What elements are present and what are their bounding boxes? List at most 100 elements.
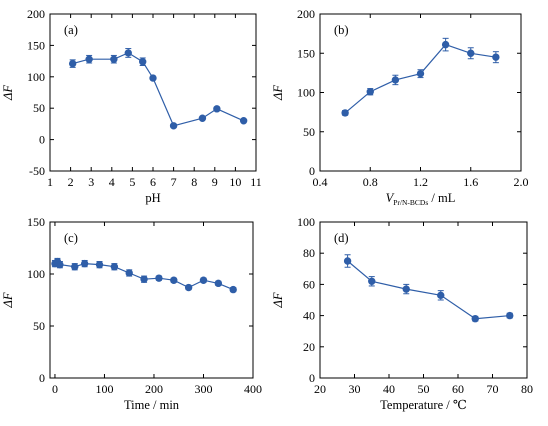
x-axis-label: pH: [145, 191, 160, 205]
y-tick-label: 50: [33, 319, 45, 333]
y-tick-label: 80: [303, 246, 315, 260]
data-point: [437, 291, 445, 300]
data-point: [214, 279, 223, 288]
plot-frame: [49, 221, 254, 379]
x-tick-label: 2.0: [514, 175, 529, 189]
data-point: [68, 59, 77, 68]
x-tick-label: 1: [47, 175, 53, 189]
data-point: [71, 263, 79, 271]
y-tick-label: 0: [309, 164, 315, 178]
data-point: [139, 58, 147, 66]
series-line: [347, 260, 510, 320]
chart-panel-3: 20 30 40 50 60 70 80020406080100(d)ΔFTemperatu…: [271, 215, 533, 412]
y-tick-label: 150: [27, 215, 45, 229]
data-point: [125, 269, 133, 277]
y-axis-label: ΔF: [1, 292, 15, 308]
data-point: [366, 88, 374, 96]
data-point: [416, 69, 425, 78]
data-point: [506, 311, 514, 320]
y-axis-label: ΔF: [271, 292, 285, 308]
y-tick-label: 0: [309, 371, 315, 385]
y-tick-label: 60: [303, 277, 315, 291]
y-axis-label: ΔF: [1, 85, 15, 101]
panel-label: (d): [334, 231, 349, 245]
x-tick-label: 0.4: [313, 175, 328, 189]
data-point: [229, 285, 237, 294]
data-point: [110, 263, 119, 271]
y-tick-label: 20: [303, 340, 315, 354]
x-tick-label: 400: [244, 382, 262, 396]
chart-panel-1: 0.4 0.8 1.2 1.6 2.0 0 50 100 150 200 (b) ΔF VPr/N-BC…: [271, 7, 529, 207]
x-tick-label: 80: [521, 382, 533, 396]
y-tick-label: -50: [29, 164, 45, 178]
x-axis-label: Time / min: [124, 398, 180, 412]
data-point: [95, 260, 104, 269]
x-tick-label: 40: [383, 382, 395, 396]
x-tick-label: 11: [250, 175, 262, 189]
data-point: [471, 315, 479, 323]
data-point: [169, 122, 178, 130]
data-point: [56, 260, 64, 269]
x-tick-label: 70: [487, 382, 499, 396]
x-tick-label: 7: [171, 175, 177, 189]
data-point: [170, 276, 178, 284]
plot-frame: [319, 221, 528, 379]
x-tick-label: 4: [109, 175, 115, 189]
plot-frame: [319, 13, 522, 172]
x-tick-label: 100: [95, 382, 113, 396]
data-point: [492, 53, 500, 61]
x-tick-label: 300: [194, 382, 212, 396]
panel-label: (c): [64, 231, 78, 245]
data-point: [80, 259, 89, 268]
x-tick-label: 1.6: [463, 175, 478, 189]
chart-panel-2: 0 100 200 300 400 0 50 100 150 (c) ΔF Time / min: [1, 215, 262, 412]
data-point: [368, 277, 376, 285]
x-tick-label: 8: [191, 175, 197, 189]
x-axis-label: VPr/N-BCDs / mL: [386, 191, 456, 207]
data-point: [199, 276, 208, 284]
x-tick-label: 200: [145, 382, 163, 396]
data-point: [341, 109, 349, 117]
data-point: [149, 74, 157, 82]
data-point: [155, 274, 163, 282]
data-point: [467, 49, 475, 57]
x-tick-label: 1.2: [413, 175, 428, 189]
x-tick-label: 0.8: [363, 175, 378, 189]
data-point: [441, 40, 450, 49]
data-point: [85, 55, 93, 63]
data-point: [110, 55, 118, 63]
x-axis-label: Temperature / ℃: [380, 398, 467, 412]
panel-label: (a): [64, 23, 78, 37]
y-tick-label: 100: [27, 267, 45, 281]
plot-frame: [49, 13, 257, 172]
y-tick-label: 100: [27, 70, 45, 84]
x-axis-label-var: V: [386, 191, 395, 205]
series-line: [72, 52, 244, 127]
data-point: [239, 117, 248, 125]
x-tick-label: 6: [150, 175, 156, 189]
x-axis-label-subscript: Pr/N-BCDs: [393, 198, 428, 207]
y-tick-label: 100: [297, 215, 315, 229]
y-tick-label: 200: [297, 7, 315, 21]
y-tick-label: 50: [33, 101, 45, 115]
chart-panel-0: 1 2 3 4 5 6 7 8 9 10 11 -50 0 50 100 150 200 (a) ΔF pH: [1, 7, 262, 205]
x-tick-label: 60: [452, 382, 464, 396]
y-axis-label: ΔF: [271, 85, 285, 101]
data-point: [140, 275, 148, 283]
y-tick-label: 40: [303, 309, 315, 323]
data-point: [213, 105, 221, 113]
x-tick-label: 2: [68, 175, 74, 189]
data-point: [124, 49, 132, 57]
x-tick-label: 10: [229, 175, 241, 189]
y-tick-label: 150: [27, 38, 45, 52]
x-tick-label: 5: [129, 175, 135, 189]
y-tick-label: 0: [39, 371, 45, 385]
x-tick-label: 3: [88, 175, 94, 189]
data-point: [391, 76, 400, 84]
x-tick-label: 50: [418, 382, 430, 396]
data-point: [343, 257, 352, 265]
data-point: [198, 114, 207, 122]
y-tick-label: 0: [39, 133, 45, 147]
x-tick-label: 30: [349, 382, 361, 396]
